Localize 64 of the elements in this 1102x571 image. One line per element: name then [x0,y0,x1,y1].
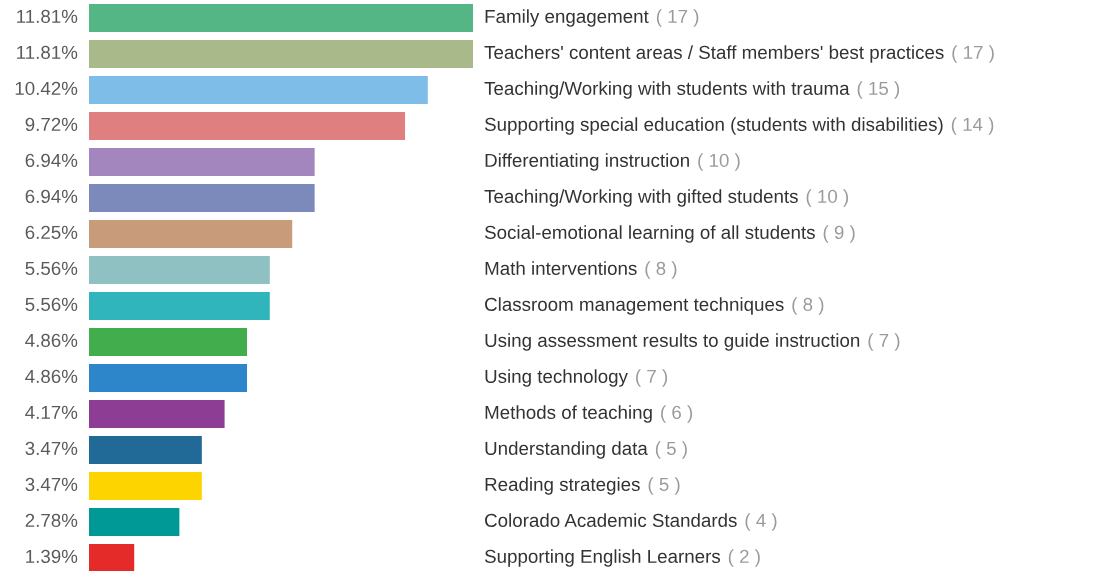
bar [89,111,406,141]
text: ( 7 ) [868,333,900,351]
y-tick-label: Methods of teaching [485,405,652,423]
text: ( 5 ) [648,477,680,495]
bar [89,219,293,249]
text: ( 8 ) [792,297,824,315]
data-label: 4.86% [25,369,78,384]
bar [89,543,135,571]
y-tick-label: Colorado Academic Standards [485,513,737,528]
text: ( 10 ) [698,153,740,171]
bar [89,75,428,105]
text: ( 6 ) [661,405,693,423]
text: ( 17 ) [656,9,699,27]
data-label: 4.86% [25,333,78,348]
y-tick-label: Supporting special education (students with disabilities) [484,117,943,135]
text: ( 17 ) [952,45,994,63]
y-tick-label: Supporting English Learners [484,549,721,567]
data-label: 6.25% [25,225,78,240]
data-label: 2.78% [25,513,78,528]
y-tick-label: Teachers' content areas / Staff members' best practices [484,45,944,63]
bar [89,147,315,177]
data-label: 3.47% [25,477,78,492]
data-label: 11.81% [17,9,78,24]
data-label: 1.39% [26,549,78,564]
data-label: 6.94% [25,153,78,168]
text: ( 5 ) [655,441,687,459]
y-tick-label: Using assessment results to guide instruction [485,333,860,351]
y-tick-label: Reading strategies [485,477,640,495]
y-tick-label: Social-emotional learning of all students [484,225,815,243]
text: ( 15 ) [857,81,900,99]
y-tick-label: Using technology [485,369,628,387]
text: ( 9 ) [823,225,855,243]
text: ( 14 ) [951,117,994,135]
text: ( 7 ) [636,369,668,387]
y-tick-label: Math interventions [485,261,637,276]
bar [89,39,473,69]
data-label: 5.56% [25,297,78,312]
bar [89,471,202,501]
bar [89,507,180,537]
y-tick-label: Classroom management techniques [485,297,784,315]
text: ( 4 ) [745,513,777,531]
data-label: 6.94% [25,189,78,204]
text: ( 2 ) [728,549,760,567]
y-tick-label: Teaching/Working with students with trauma [484,81,850,99]
bar [89,255,270,285]
bar [89,435,202,465]
data-label: 4.17% [25,405,78,419]
bar [89,399,225,429]
bar [89,327,248,357]
bar [89,183,315,213]
text: ( 10 ) [806,189,849,207]
y-tick-label: Family engagement [485,9,649,27]
y-tick-label: Differentiating instruction [485,153,689,171]
bar [89,363,248,393]
data-label: 3.47% [25,441,78,456]
data-label: 9.72% [25,117,78,132]
y-tick-label: Understanding data [485,441,648,459]
y-tick-label: Teaching/Working with gifted students [484,189,798,207]
text: ( 8 ) [645,261,677,279]
data-label: 10.42% [15,81,78,96]
bar [89,3,473,33]
data-label: 5.56% [25,261,78,276]
bar [89,291,270,321]
data-label: 11.81% [17,45,78,60]
